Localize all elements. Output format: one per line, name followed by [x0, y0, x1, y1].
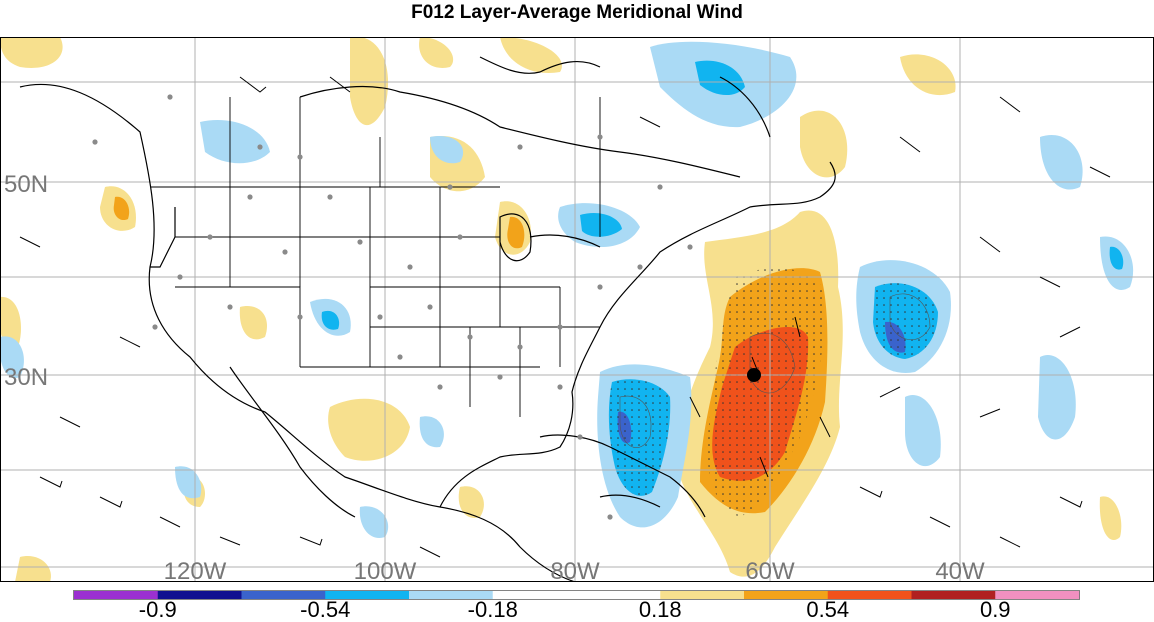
lat-label-30n: 30N — [4, 364, 48, 391]
chart-title: F012 Layer-Average Meridional Wind — [411, 2, 743, 23]
lon-label-40w: 40W — [935, 558, 985, 582]
colorbar-tick-label: 0.9 — [979, 597, 1011, 622]
map-panel: 50N 30N 120W 100W 80W 60W 40W — [0, 37, 1154, 582]
colorbar-swatch — [74, 591, 159, 599]
colorbar-tick-label: 0.18 — [638, 597, 682, 622]
colorbar-swatch — [576, 591, 661, 599]
colorbar-swatch — [827, 591, 912, 599]
colorbar-swatch — [660, 591, 745, 599]
colorbar-swatch — [744, 591, 829, 599]
political-borders — [150, 97, 601, 417]
colorbar-tick-label: -0.18 — [467, 597, 518, 622]
storm-center-marker — [747, 368, 761, 382]
station-points — [92, 94, 693, 520]
map-frame — [0, 37, 1154, 582]
colorbar-swatch — [157, 591, 242, 599]
contours — [619, 293, 931, 448]
colorbar-swatch — [492, 591, 577, 599]
colorbar-tick-label: -0.9 — [138, 597, 177, 622]
colorbar-swatch — [995, 591, 1080, 599]
lat-lon-grid — [0, 37, 1154, 582]
colorbar-tick-label: -0.54 — [300, 597, 351, 622]
colorbar-swatch — [911, 591, 996, 599]
colorbar-swatch — [241, 591, 326, 599]
coastlines — [19, 56, 836, 582]
colorbar — [73, 590, 1080, 600]
lon-label-120w: 120W — [164, 558, 227, 582]
negative-wind-areas — [0, 41, 1134, 538]
wind-barbs — [19, 76, 1111, 558]
lon-label-100w: 100W — [354, 558, 417, 582]
colorbar-swatch — [325, 591, 410, 599]
lon-label-80w: 80W — [550, 558, 600, 582]
colorbar-tick-label: 0.54 — [806, 597, 850, 622]
lon-label-60w: 60W — [745, 558, 795, 582]
positive-wind-areas — [0, 37, 1122, 582]
lat-label-50n: 50N — [4, 171, 48, 198]
colorbar-swatch — [409, 591, 494, 599]
